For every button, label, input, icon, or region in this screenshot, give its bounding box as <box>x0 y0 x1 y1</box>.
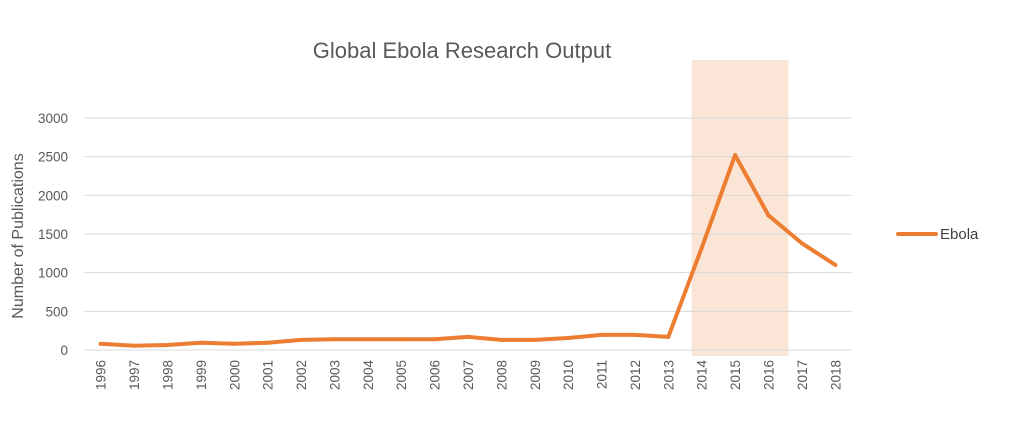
data-point <box>132 343 137 348</box>
data-point <box>599 332 604 337</box>
y-tick-label: 2500 <box>38 150 68 165</box>
x-tick-label: 2013 <box>661 360 676 390</box>
data-point <box>432 337 437 342</box>
x-tick-label: 2000 <box>227 360 242 390</box>
data-point <box>299 337 304 342</box>
chart-title: Global Ebola Research Output <box>313 38 611 63</box>
y-tick-label: 1000 <box>38 266 68 281</box>
data-point <box>365 337 370 342</box>
x-tick-label: 2003 <box>327 360 342 390</box>
x-tick-label: 1998 <box>160 360 175 390</box>
y-axis-ticks: 0 500 1000 1500 2000 2500 3000 <box>38 111 68 358</box>
legend: Ebola <box>896 226 979 243</box>
y-tick-label: 500 <box>45 304 68 319</box>
data-point <box>699 245 704 250</box>
data-point <box>666 334 671 339</box>
data-point <box>466 334 470 339</box>
x-tick-label: 2017 <box>795 360 810 390</box>
x-tick-label: 2014 <box>695 360 710 391</box>
data-point <box>198 340 203 345</box>
x-tick-label: 2007 <box>461 360 476 390</box>
x-tick-label: 2002 <box>294 360 309 390</box>
x-tick-label: 2018 <box>828 360 843 390</box>
highlight-band <box>691 60 789 356</box>
legend-label-ebola: Ebola <box>940 226 979 243</box>
data-point <box>532 337 537 342</box>
data-point <box>265 340 270 345</box>
data-point <box>733 153 738 158</box>
gridlines <box>84 117 852 312</box>
x-tick-label: 2001 <box>261 360 276 390</box>
data-point <box>232 341 237 346</box>
data-point <box>799 241 804 246</box>
x-tick-label: 2011 <box>595 360 610 389</box>
y-tick-label: 0 <box>60 343 68 358</box>
data-point <box>399 337 404 342</box>
data-point <box>566 336 571 341</box>
data-point <box>499 337 504 342</box>
y-tick-label: 2000 <box>38 188 68 203</box>
data-point <box>833 262 838 267</box>
x-tick-label: 2008 <box>494 360 509 390</box>
x-tick-label: 2010 <box>561 360 576 390</box>
x-tick-label: 2012 <box>628 360 643 390</box>
x-tick-label: 2006 <box>428 360 443 390</box>
x-tick-label: 2009 <box>528 360 543 390</box>
y-tick-label: 3000 <box>38 111 68 126</box>
y-axis-title: Number of Publications <box>10 153 27 318</box>
x-tick-label: 2016 <box>762 360 777 390</box>
data-point <box>98 341 103 346</box>
data-point <box>766 213 771 218</box>
x-tick-label: 2015 <box>728 360 743 390</box>
x-tick-label: 1999 <box>194 360 209 390</box>
x-axis-ticks: 1996 1997 1998 1999 2000 2001 2002 2003 2004 2005… <box>94 360 844 391</box>
y-tick-label: 1500 <box>38 227 68 242</box>
x-tick-label: 1997 <box>127 360 142 390</box>
x-tick-label: 2004 <box>361 360 376 391</box>
data-point <box>165 342 170 347</box>
x-tick-label: 2005 <box>394 360 409 390</box>
data-point <box>332 337 337 342</box>
data-point <box>632 332 637 337</box>
x-tick-label: 1996 <box>94 360 109 390</box>
series-points-ebola <box>98 153 838 348</box>
